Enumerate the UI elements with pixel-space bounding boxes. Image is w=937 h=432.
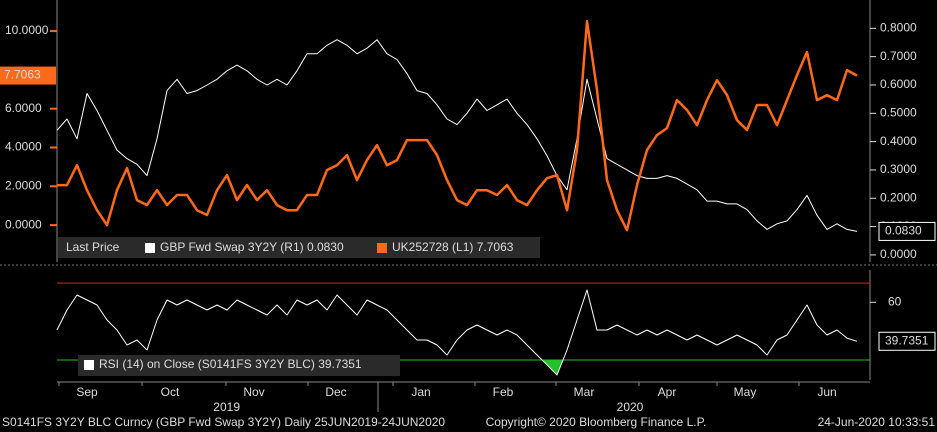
legend-box [58, 237, 540, 258]
footer-center: Copyright© 2020 Bloomberg Finance L.P. [486, 415, 707, 429]
y-tick-label: 10.0000 [5, 23, 49, 37]
legend-swatch [84, 360, 94, 370]
last-value-label: 39.7351 [885, 333, 929, 347]
series-line [57, 20, 858, 232]
legend-entry: UK252728 (L1) 7.7063 [392, 240, 514, 254]
x-tick-label: Apr [658, 385, 677, 399]
last-value-label: 7.7063 [4, 68, 41, 82]
series-line [56, 39, 858, 232]
last-value-box [878, 331, 936, 351]
x-tick-label: Jan [411, 385, 430, 399]
y-tick-label: 4.0000 [5, 140, 42, 154]
x-tick-label: Dec [325, 385, 346, 399]
x-tick-label: Oct [161, 385, 180, 399]
y-tick-label: 0.0000 [5, 217, 42, 231]
legend-swatch [377, 243, 387, 253]
last-value-box [0, 66, 56, 85]
y2-tick-label: 0.2000 [880, 190, 917, 204]
legend-swatch [145, 243, 155, 253]
x-tick-label: Nov [243, 385, 264, 399]
x-tick-label: Feb [493, 385, 514, 399]
series-line [56, 289, 858, 376]
y2-tick-label: 0.6000 [880, 77, 917, 91]
y2-tick-label: 0.8000 [880, 20, 917, 34]
last-value-box [878, 221, 936, 241]
y-tick-label: 2.0000 [5, 178, 42, 192]
legend-entry: GBP Fwd Swap 3Y2Y (R1) 0.0830 [160, 240, 344, 254]
x-tick-label: Jun [817, 385, 836, 399]
legend-entry: RSI (14) on Close (S0141FS 3Y2Y BLC) 39.… [99, 357, 362, 371]
last-value-label: 0.0830 [885, 224, 922, 238]
x-tick-label: May [734, 385, 757, 399]
y-tick-label: 6.0000 [5, 101, 42, 115]
legend-title: Last Price [66, 240, 120, 254]
x-tick-label: Mar [574, 385, 595, 399]
footer-left: S0141FS 3Y2Y BLC Curncy (GBP Fwd Swap 3Y… [2, 415, 445, 429]
y2-tick-label: 0.0000 [880, 247, 917, 261]
y2-tick-label: 0.4000 [880, 134, 917, 148]
x-tick-label: Sep [76, 385, 98, 399]
y2-tick-label: 0.7000 [880, 49, 917, 63]
footer-right: 24-Jun-2020 10:33:51 [818, 415, 936, 429]
legend-box [78, 355, 400, 376]
y2-tick-label: 0.5000 [880, 105, 917, 119]
year-label: 2020 [617, 400, 644, 414]
y-tick-label: 60 [888, 294, 902, 308]
y2-tick-label: 0.3000 [880, 162, 917, 176]
year-label: 2019 [213, 400, 240, 414]
